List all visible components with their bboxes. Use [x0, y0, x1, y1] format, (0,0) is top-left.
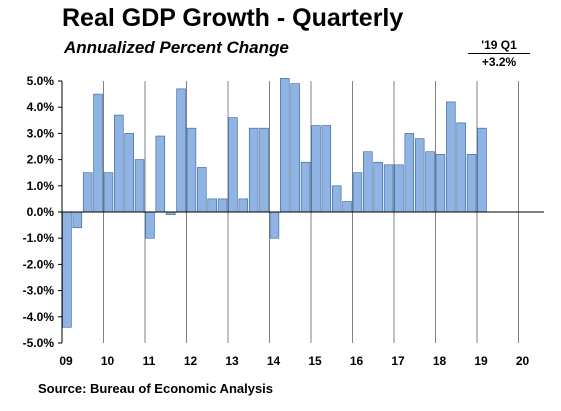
bar-8 [134, 159, 145, 213]
x-year-label: 15 [308, 354, 322, 368]
bar-28 [342, 201, 352, 213]
x-year-label: 19 [474, 354, 488, 368]
bar-40 [466, 154, 477, 213]
y-tick-label: 4.0% [27, 100, 55, 114]
y-tick-label: -4.0% [23, 310, 55, 324]
bar-39 [456, 122, 466, 213]
bar-35 [414, 138, 425, 213]
chart-subtitle: Annualized Percent Change [64, 38, 289, 57]
bar-41 [477, 127, 487, 213]
y-tick-label: -5.0% [23, 336, 55, 350]
x-year-label: 16 [350, 354, 364, 368]
bar-9 [145, 211, 155, 239]
bar-22 [280, 78, 290, 213]
bar-6 [114, 114, 124, 213]
bar-31 [373, 161, 383, 213]
x-year-label: 10 [101, 354, 115, 368]
bar-38 [446, 101, 456, 213]
bar-26 [321, 125, 332, 213]
x-year-label: 09 [59, 354, 73, 368]
bar-27 [331, 185, 342, 213]
x-year-label: 11 [143, 354, 156, 368]
latest-reading-value: +3.2% [481, 55, 517, 69]
bar-7 [124, 133, 134, 213]
bar-2 [72, 211, 83, 229]
bar-24 [300, 161, 311, 213]
bar-5 [103, 172, 114, 213]
y-tick-label: 2.0% [27, 153, 55, 167]
bar-14 [197, 167, 207, 213]
x-year-label: 20 [516, 354, 530, 368]
latest-reading: '19 Q1 +3.2% [468, 38, 530, 69]
bar-1 [62, 211, 72, 328]
x-year-label: 14 [267, 354, 281, 368]
bar-32 [383, 164, 394, 213]
bar-3 [82, 172, 93, 213]
bar-37 [435, 154, 446, 213]
x-year-label: 12 [184, 354, 198, 368]
y-tick-label: -1.0% [23, 231, 55, 245]
bar-21 [269, 211, 280, 239]
bar-33 [394, 164, 404, 213]
bar-16 [217, 198, 228, 213]
bar-29 [352, 172, 363, 213]
x-year-label: 18 [433, 354, 447, 368]
bar-13 [186, 127, 197, 213]
bar-15 [207, 198, 217, 213]
bar-4 [93, 93, 103, 213]
bar-36 [425, 151, 435, 213]
bar-10 [155, 135, 166, 213]
y-tick-label: 5.0% [27, 74, 55, 88]
bar-25 [311, 125, 321, 213]
bar-18 [238, 198, 249, 213]
bar-34 [404, 133, 415, 213]
bar-20 [259, 127, 269, 213]
bar-23 [290, 83, 300, 213]
chart-title: Real GDP Growth - Quarterly [62, 4, 404, 32]
latest-reading-label: '19 Q1 [468, 38, 530, 54]
y-tick-label: -2.0% [23, 257, 55, 271]
bar-19 [248, 127, 259, 213]
y-tick-label: 0.0% [27, 205, 55, 219]
y-tick-label: 3.0% [27, 126, 55, 140]
x-year-label: 17 [391, 354, 405, 368]
bar-30 [363, 151, 373, 213]
x-year-label: 13 [225, 354, 239, 368]
bar-17 [228, 117, 238, 213]
y-tick-label: -3.0% [23, 284, 55, 298]
source-note: Source: Bureau of Economic Analysis [38, 381, 274, 396]
y-tick-label: 1.0% [27, 179, 55, 193]
bar-12 [176, 88, 186, 213]
